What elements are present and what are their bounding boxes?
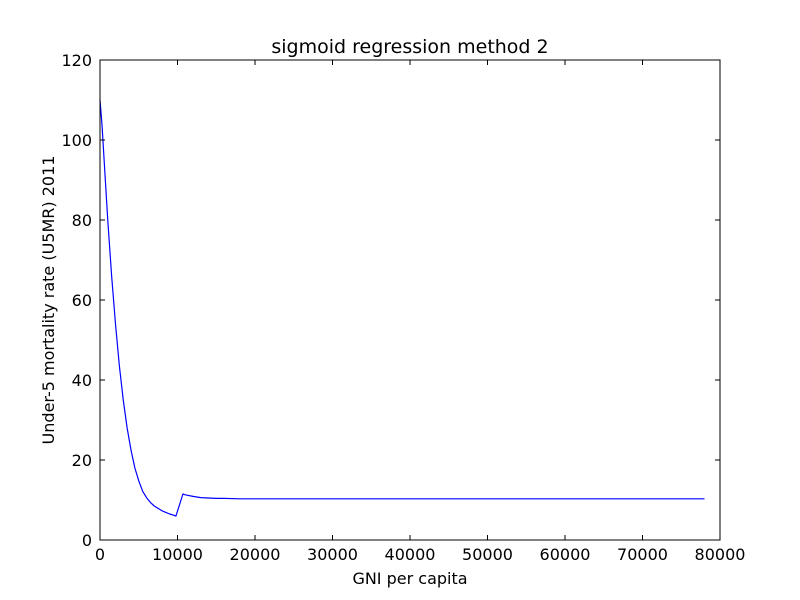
y-tick-label: 80 — [72, 211, 92, 230]
chart-title: sigmoid regression method 2 — [271, 36, 548, 58]
y-tick-label: 0 — [82, 531, 92, 550]
y-tick-label: 60 — [72, 291, 92, 310]
x-tick-label: 20000 — [230, 545, 281, 564]
series-line — [99, 99, 705, 517]
x-tick-label: 80000 — [695, 545, 746, 564]
x-tick-label: 0 — [95, 545, 105, 564]
x-tick-label: 70000 — [617, 545, 668, 564]
y-tick-label: 40 — [72, 371, 92, 390]
x-tick-label: 50000 — [462, 545, 513, 564]
x-tick-label: 30000 — [307, 545, 358, 564]
y-tick-label: 20 — [72, 451, 92, 470]
tick-layer: 0 10000 20000 30000 40000 50000 60000 70000 8000… — [61, 51, 745, 564]
x-tick-label: 60000 — [540, 545, 591, 564]
plot-layer — [99, 99, 705, 517]
y-tick-label: 100 — [61, 131, 92, 150]
x-tick-label: 40000 — [385, 545, 436, 564]
x-axis-label: GNI per capita — [352, 569, 467, 588]
x-tick-label: 10000 — [152, 545, 203, 564]
plot-frame — [99, 59, 721, 541]
y-axis-label: Under-5 mortality rate (U5MR) 2011 — [39, 156, 58, 445]
y-tick-label: 120 — [61, 51, 92, 70]
